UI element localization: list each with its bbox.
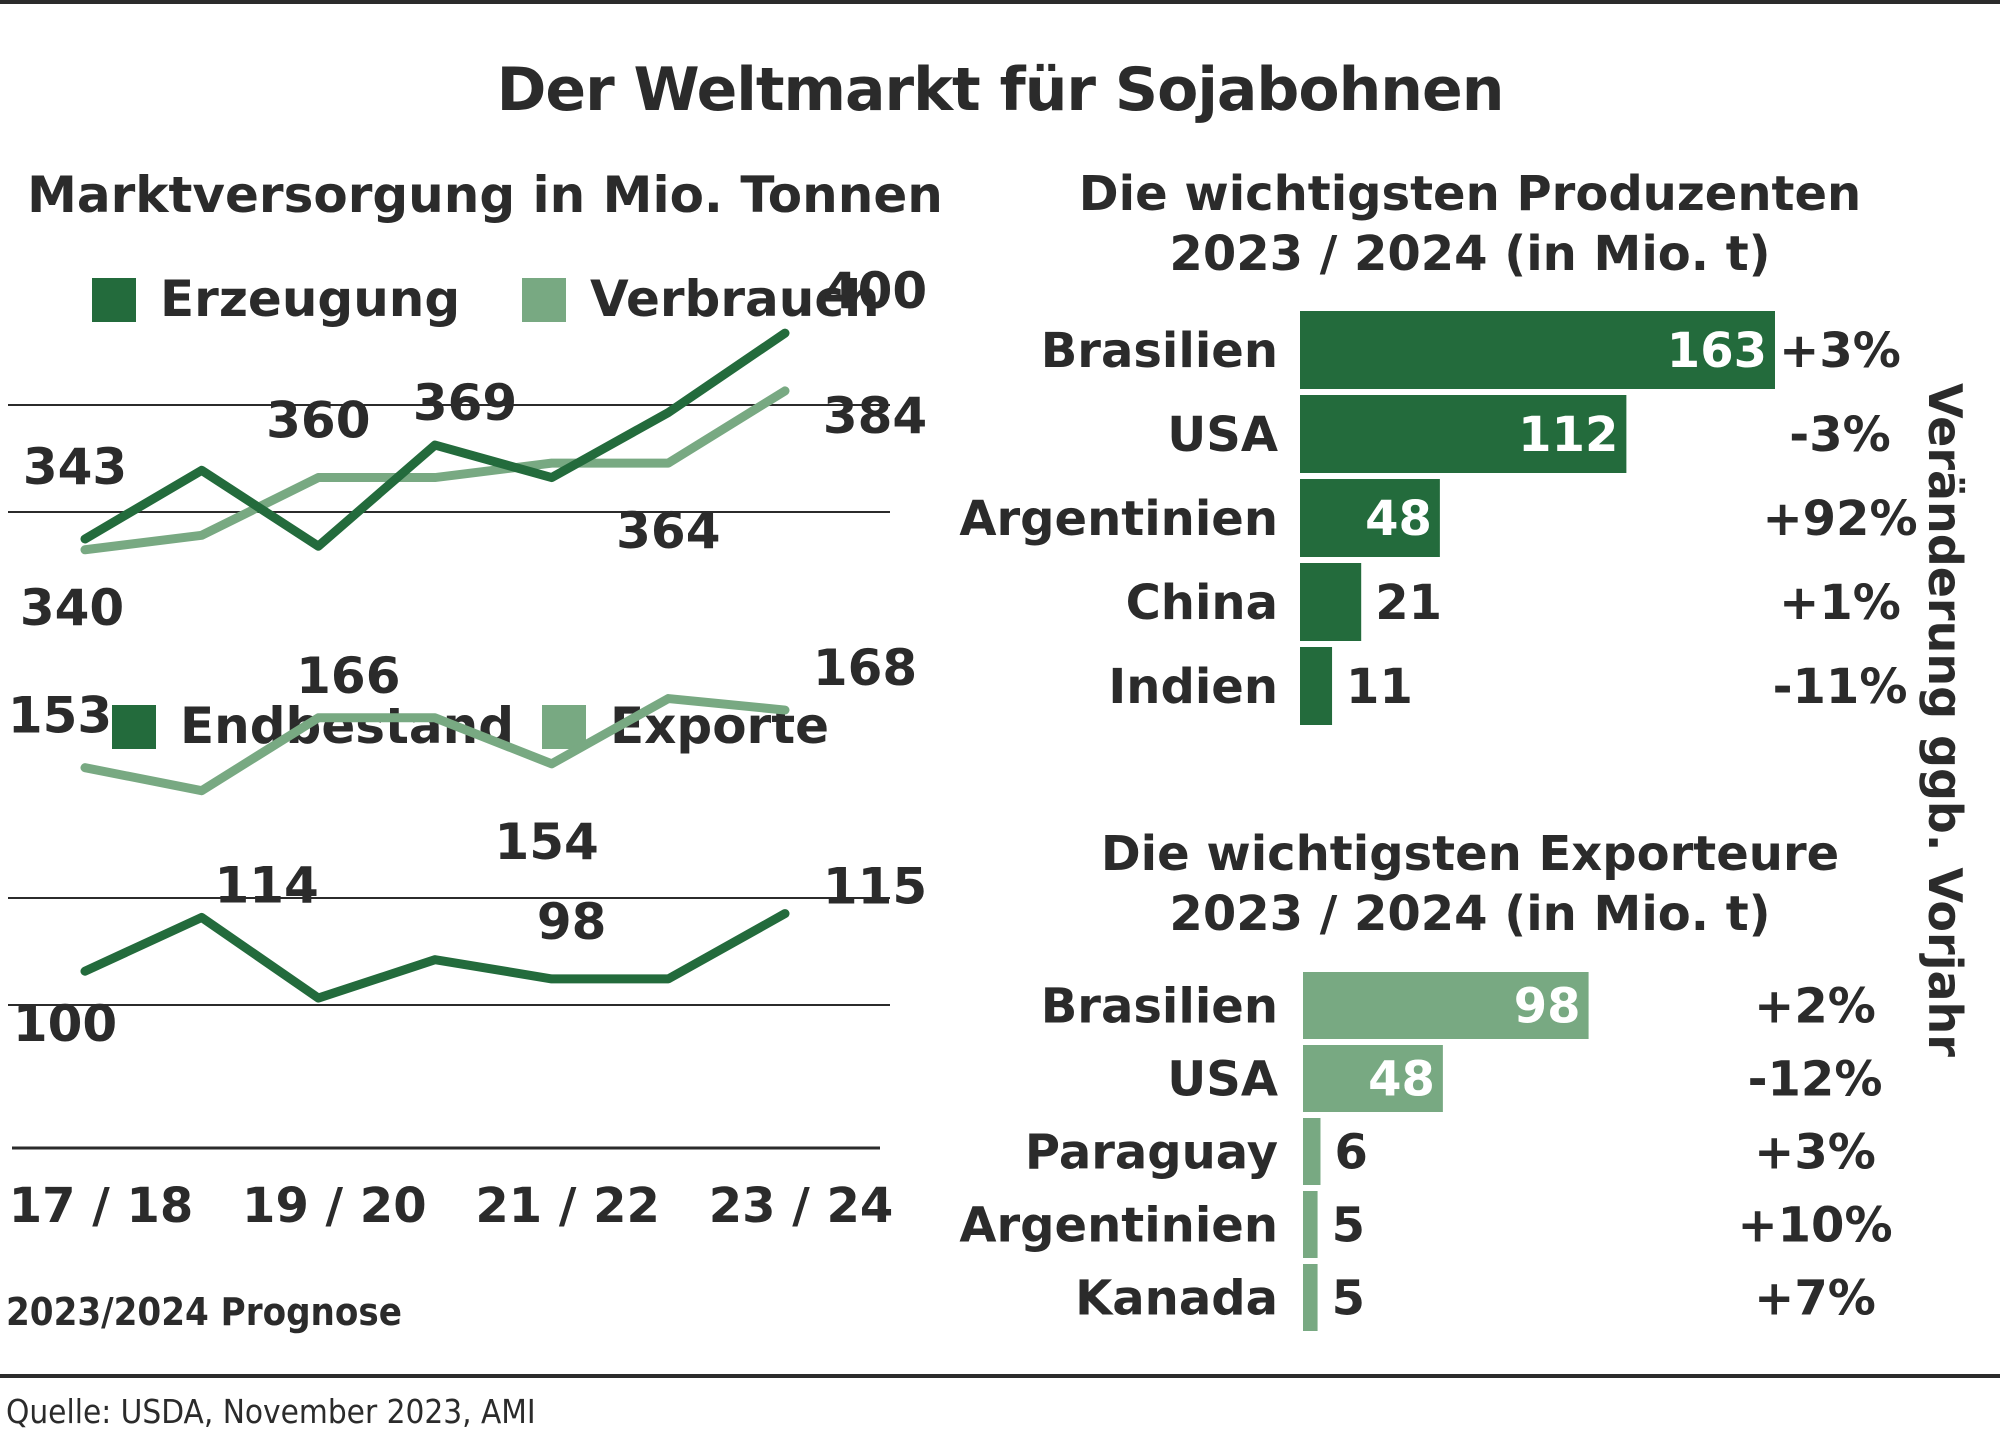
bottom-rule (0, 1374, 2000, 1378)
bar-change-producers-argentinien: +92% (1762, 491, 1917, 547)
data-label-endbestand-4: 98 (537, 893, 607, 951)
data-label-verbrauch-5: 364 (616, 502, 720, 560)
bar-category-exporters-argentinien: Argentinien (959, 1198, 1278, 1254)
bar-value-exporters-brasilien: 98 (1514, 979, 1581, 1035)
bar-exporters-argentinien (1303, 1191, 1318, 1258)
chart-title-supply: Marktversorgung in Mio. Tonnen (27, 166, 943, 224)
data-label-verbrauch-0: 340 (20, 579, 124, 637)
bar-change-exporters-paraguay: +3% (1754, 1125, 1876, 1181)
data-label-exporte-0: 153 (8, 687, 112, 745)
bar-producers-brasilien (1300, 311, 1775, 389)
bar-value-producers-argentinien: 48 (1365, 491, 1432, 547)
x-tick-label-23-24: 23 / 24 (709, 1178, 894, 1234)
bar-value-producers-brasilien: 163 (1667, 323, 1767, 379)
legend-label-verbrauch: Verbrauch (590, 270, 880, 328)
top-rule (0, 0, 2000, 4)
bar-producers-usa (1300, 395, 1627, 473)
legend-label-erzeugung: Erzeugung (160, 270, 460, 328)
x-tick-label-21-22: 21 / 22 (475, 1178, 660, 1234)
x-tick-label-17-18: 17 / 18 (9, 1178, 194, 1234)
bar-value-producers-usa: 112 (1518, 407, 1618, 463)
bar-title-producers: Die wichtigsten Produzenten (1079, 166, 1861, 222)
data-label-erzeugung-6: 400 (823, 262, 927, 320)
data-label-endbestand-0: 100 (13, 995, 117, 1053)
bar-category-exporters-brasilien: Brasilien (1041, 979, 1278, 1035)
bar-exporters-kanada (1303, 1264, 1318, 1331)
bar-category-exporters-usa: USA (1167, 1052, 1278, 1108)
bar-category-exporters-kanada: Kanada (1075, 1271, 1278, 1327)
forecast-note: 2023/2024 Prognose (6, 1290, 402, 1334)
legend-swatch-verbrauch (522, 278, 566, 322)
data-label-exporte-2: 166 (296, 647, 400, 705)
data-label-erzeugung-3: 369 (413, 374, 517, 432)
bar-change-producers-indien: -11% (1773, 659, 1908, 715)
bar-producers-indien (1300, 647, 1333, 725)
x-tick-label-19-20: 19 / 20 (242, 1178, 427, 1234)
bar-value-exporters-kanada: 5 (1332, 1271, 1365, 1327)
data-label-endbestand-1: 114 (214, 856, 318, 914)
data-label-endbestand-6: 115 (823, 858, 927, 916)
bar-exporters-paraguay (1303, 1118, 1321, 1185)
source-note: Quelle: USDA, November 2023, AMI (6, 1392, 536, 1431)
bar-category-producers-usa: USA (1167, 407, 1278, 463)
series-line-exporte (80, 694, 790, 796)
bar-value-exporters-paraguay: 6 (1334, 1125, 1367, 1181)
bar-subtitle-producers: 2023 / 2024 (in Mio. t) (1169, 226, 1770, 282)
data-label-verbrauch-6: 384 (823, 387, 927, 445)
series-line-verbrauch (80, 386, 790, 555)
bar-category-producers-argentinien: Argentinien (959, 491, 1278, 547)
bar-category-producers-china: China (1126, 575, 1278, 631)
bar-change-producers-usa: -3% (1789, 407, 1890, 463)
bar-change-exporters-argentinien: +10% (1737, 1198, 1892, 1254)
bar-category-producers-brasilien: Brasilien (1041, 323, 1278, 379)
data-label-verbrauch-2: 360 (266, 392, 370, 450)
bar-title-exporters: Die wichtigsten Exporteure (1101, 826, 1839, 882)
bar-value-exporters-argentinien: 5 (1332, 1198, 1365, 1254)
bar-exporters-usa (1303, 1045, 1443, 1112)
series-line-erzeugung (80, 328, 790, 551)
bar-exporters-brasilien (1303, 972, 1589, 1039)
legend-swatch-endbestand (112, 705, 156, 749)
bar-producers-china (1300, 563, 1362, 641)
bar-change-exporters-usa: -12% (1748, 1052, 1883, 1108)
data-label-exporte-6: 168 (813, 639, 917, 697)
bar-change-producers-china: +1% (1779, 575, 1901, 631)
bar-value-exporters-usa: 48 (1368, 1052, 1435, 1108)
legend-swatch-erzeugung (92, 278, 136, 322)
bar-subtitle-exporters: 2023 / 2024 (in Mio. t) (1169, 886, 1770, 942)
bar-change-exporters-brasilien: +2% (1754, 979, 1876, 1035)
data-label-exporte-4: 154 (494, 813, 598, 871)
bar-value-producers-china: 21 (1375, 575, 1442, 631)
bar-change-producers-brasilien: +3% (1779, 323, 1901, 379)
page-title: Der Weltmarkt für Sojabohnen (496, 55, 1505, 125)
bar-producers-argentinien (1300, 479, 1440, 557)
bar-change-exporters-kanada: +7% (1754, 1271, 1876, 1327)
bar-category-producers-indien: Indien (1108, 659, 1278, 715)
side-label-change-vs-previous-year: Veränderung ggb. Vorjahr (1918, 383, 1972, 1057)
data-label-erzeugung-0: 343 (23, 438, 127, 496)
bar-value-producers-indien: 11 (1346, 659, 1413, 715)
bar-category-exporters-paraguay: Paraguay (1025, 1125, 1278, 1181)
legend-swatch-exporte (542, 705, 586, 749)
series-line-endbestand (80, 909, 790, 1003)
